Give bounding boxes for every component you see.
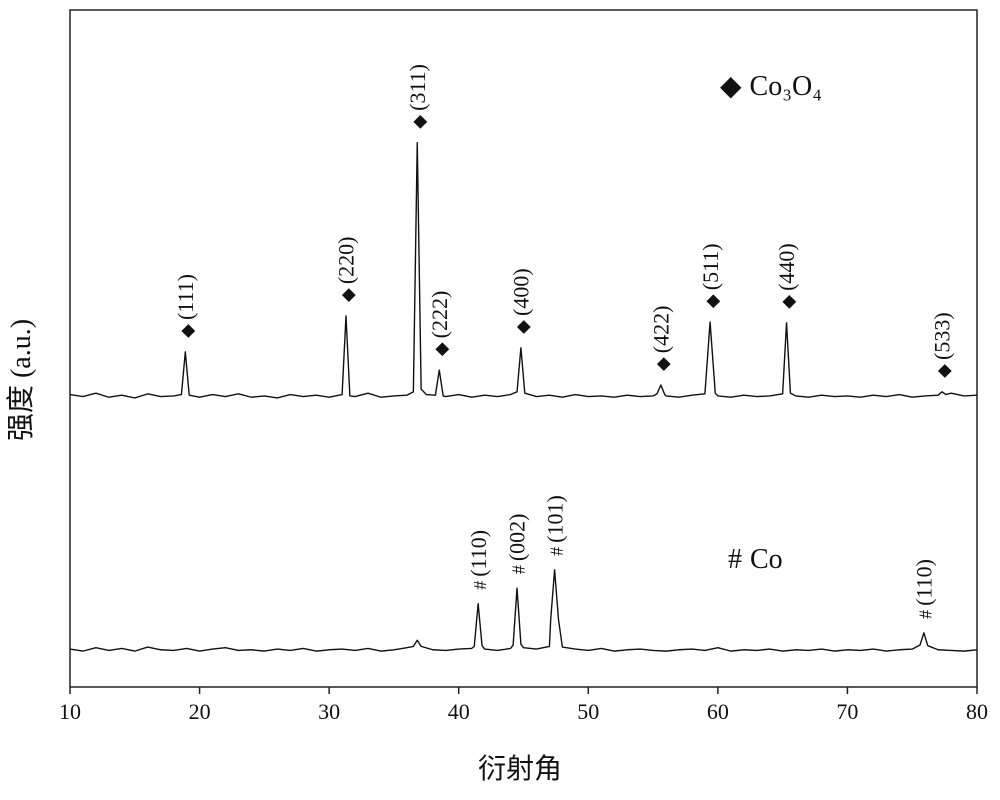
x-tick-label: 10 [59,699,81,724]
peak-label: # (101) [542,495,567,556]
peak-annotation: ◆ (533) [930,312,955,378]
peak-label: ◆ (511) [698,243,723,308]
peak-label: ◆ (311) [405,64,430,129]
peak-annotation: # (002) [505,514,530,575]
x-tick-label: 30 [318,699,340,724]
peak-marker: ◆ [431,342,451,356]
peak-marker: ◆ [653,357,673,371]
legend-entry: # Co [728,544,783,575]
peak-index: (511) [698,243,723,290]
peak-label: ◆ (222) [427,291,452,357]
peak-label: ◆ (400) [509,268,534,334]
peak-index: (220) [334,237,359,285]
peak-label: ◆ (220) [334,237,359,303]
peak-label: # (110) [466,530,491,590]
peak-index: (533) [930,312,955,360]
y-axis-title: 强度 (a.u.) [5,319,37,441]
legend-marker: ◆ [720,71,742,102]
peak-marker: ◆ [513,320,533,334]
peak-marker: # [546,547,566,556]
peak-annotation: ◆ (422) [649,306,674,372]
x-axis-title: 衍射角 [478,753,562,785]
peak-annotation: ◆ (222) [427,291,452,357]
peak-marker: # [916,610,936,619]
peak-index: (110) [912,559,937,606]
peak-index: (440) [774,243,799,291]
x-tick-label: 80 [966,699,988,724]
peak-index: (222) [427,291,452,339]
legend-marker: # [728,544,742,575]
peak-index: (002) [505,514,530,562]
peak-index: (111) [173,274,198,320]
peak-annotation: ◆ (511) [698,243,723,308]
peak-marker: ◆ [778,295,798,309]
peak-annotation: ◆ (111) [173,274,198,338]
peak-annotation: # (101) [542,495,567,556]
peak-label: # (002) [505,514,530,575]
x-tick-label: 40 [448,699,470,724]
xrd-trace [69,569,978,652]
peak-marker: ◆ [338,288,358,302]
peak-index: (311) [405,64,430,111]
peak-marker: ◆ [409,115,429,129]
x-tick-label: 70 [836,699,858,724]
peak-marker: ◆ [702,294,722,308]
peak-label: ◆ (422) [649,306,674,372]
peak-marker: ◆ [934,364,954,378]
peak-index: (110) [466,530,491,577]
peak-marker: # [470,581,490,590]
peak-marker: ◆ [177,324,197,338]
peak-label: ◆ (440) [774,243,799,309]
peak-label: ◆ (111) [173,274,198,338]
legend-label: Co₃O₄ [750,71,822,102]
plot-frame [69,9,978,688]
xrd-trace [69,141,978,399]
peak-label: ◆ (533) [930,312,955,378]
legend-label: Co [750,544,783,575]
peak-marker: # [509,565,529,574]
peak-index: (400) [509,268,534,316]
peak-annotation: ◆ (400) [509,268,534,334]
peak-annotation: ◆ (220) [334,237,359,303]
peak-annotation: # (110) [466,530,491,590]
legend-entry: ◆ Co₃O₄ [720,71,822,102]
peak-annotation: # (110) [912,559,937,619]
x-tick-label: 50 [577,699,599,724]
peak-index: (101) [542,495,567,543]
peak-annotation: ◆ (440) [774,243,799,309]
x-tick-label: 20 [189,699,211,724]
peak-index: (422) [649,306,674,354]
x-tick-label: 60 [707,699,729,724]
peak-label: # (110) [912,559,937,619]
peak-annotation: ◆ (311) [405,64,430,129]
